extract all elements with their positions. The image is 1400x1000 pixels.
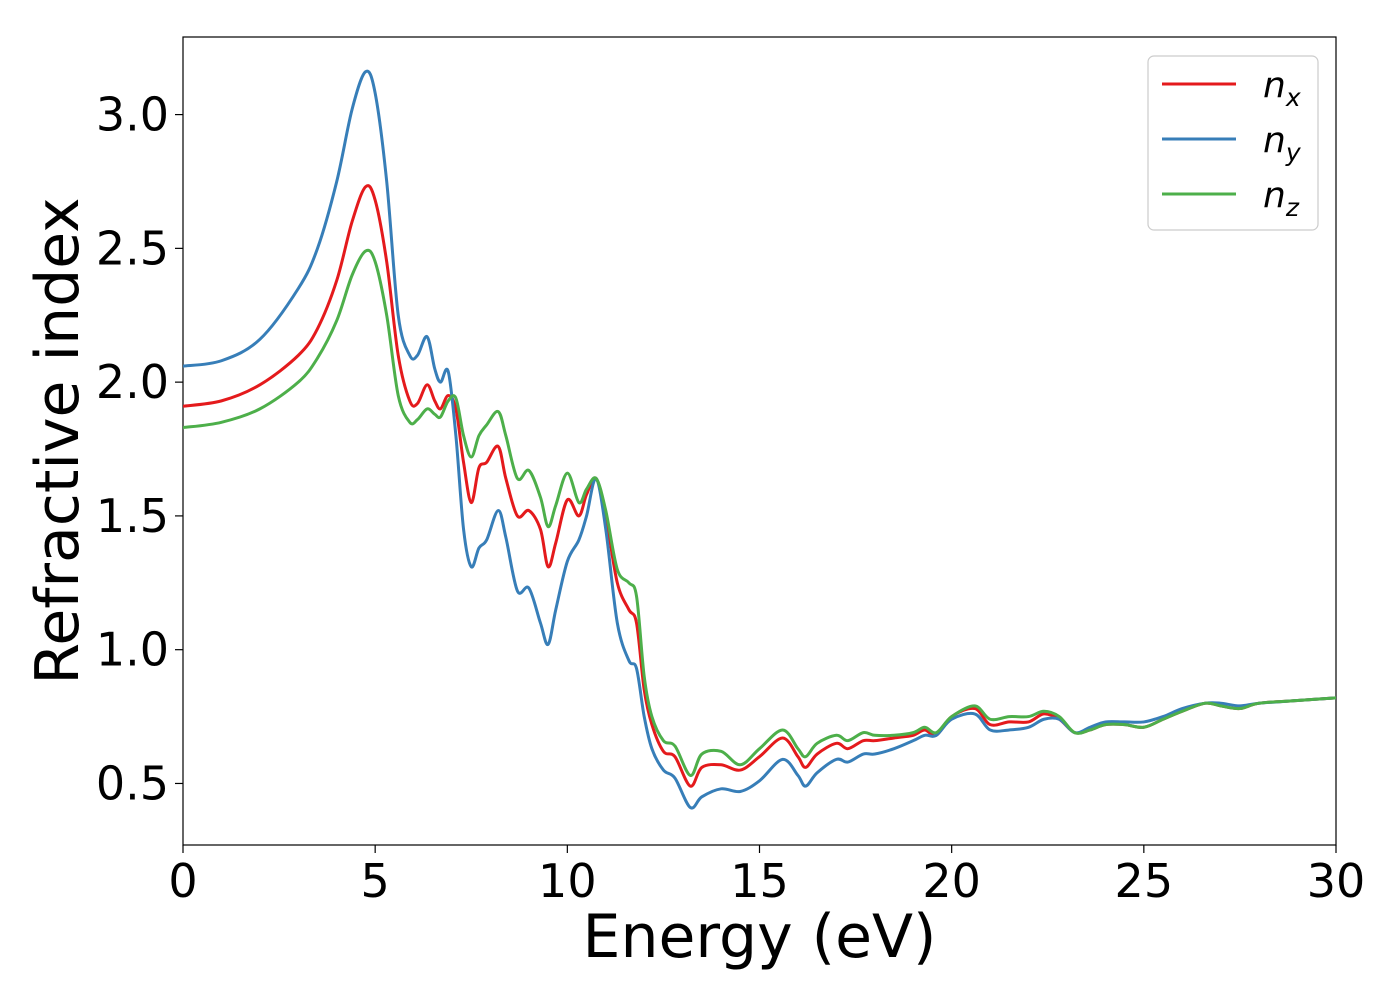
legend-label-subscript: y <box>1285 138 1302 167</box>
x-tick-label: 0 <box>168 854 197 908</box>
x-tick-label: 10 <box>538 854 597 908</box>
x-axis-ticks: 0 5 10 15 20 25 30 <box>168 845 1365 908</box>
legend-label-nz: nz <box>1263 175 1300 222</box>
legend-label-nx: nx <box>1263 65 1301 112</box>
y-axis-ticks: 0.5 1.0 1.5 2.0 2.5 3.0 <box>96 88 183 810</box>
x-tick-label: 25 <box>1115 854 1174 908</box>
legend-label-subscript: x <box>1285 83 1301 112</box>
x-tick-label: 5 <box>361 854 390 908</box>
legend-label-base: n <box>1263 175 1286 216</box>
y-tick-label: 2.5 <box>96 221 169 275</box>
y-axis-label: Refractive index <box>23 197 93 684</box>
series-line-nx <box>183 184 1336 788</box>
y-tick-label: 1.5 <box>96 489 169 543</box>
y-tick-label: 0.5 <box>96 756 169 810</box>
legend-label-subscript: z <box>1285 193 1300 222</box>
x-tick-label: 15 <box>730 854 789 908</box>
series-line-ny <box>183 69 1336 810</box>
y-tick-label: 3.0 <box>96 88 169 142</box>
x-axis-label: Energy (eV) <box>583 902 937 972</box>
y-tick-label: 1.0 <box>96 623 169 677</box>
x-tick-label: 30 <box>1307 854 1366 908</box>
series-line-nz <box>183 248 1336 777</box>
legend-label-base: n <box>1263 120 1286 161</box>
legend-label-ny: ny <box>1263 120 1302 167</box>
x-tick-label: 20 <box>922 854 981 908</box>
y-tick-label: 2.0 <box>96 355 169 409</box>
legend-box <box>1147 55 1319 231</box>
legend-label-base: n <box>1263 65 1286 106</box>
series-layer <box>183 69 1336 810</box>
